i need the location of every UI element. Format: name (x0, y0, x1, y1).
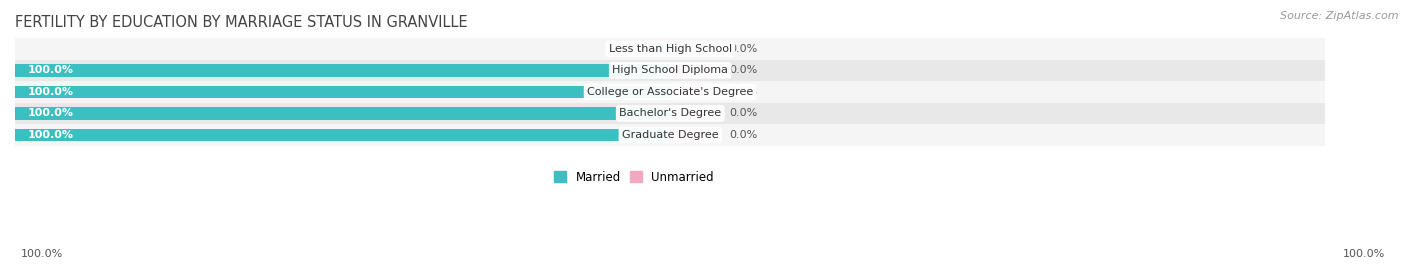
Bar (15, 38, 1326, 60)
Text: Graduate Degree: Graduate Degree (621, 130, 718, 140)
Bar (651, 43, 671, 55)
Legend: Married, Unmarried: Married, Unmarried (550, 166, 718, 188)
Bar (15, 64, 671, 77)
Text: 0.0%: 0.0% (730, 65, 758, 75)
Bar (671, 107, 716, 120)
Bar (15, 129, 671, 141)
Bar (15, 86, 671, 98)
Bar (671, 43, 716, 55)
Text: 100.0%: 100.0% (28, 130, 75, 140)
Text: 100.0%: 100.0% (1343, 249, 1385, 259)
Text: 0.0%: 0.0% (730, 130, 758, 140)
Text: 100.0%: 100.0% (28, 87, 75, 97)
Text: Less than High School: Less than High School (609, 44, 731, 54)
Text: 100.0%: 100.0% (28, 65, 75, 75)
Text: 100.0%: 100.0% (21, 249, 63, 259)
Bar (15, 124, 1326, 146)
Bar (671, 129, 716, 141)
Text: Bachelor's Degree: Bachelor's Degree (619, 109, 721, 119)
Bar (15, 81, 1326, 103)
Bar (15, 107, 671, 120)
Text: 0.0%: 0.0% (730, 109, 758, 119)
Text: College or Associate's Degree: College or Associate's Degree (588, 87, 754, 97)
Bar (671, 64, 716, 77)
Text: 100.0%: 100.0% (28, 109, 75, 119)
Text: FERTILITY BY EDUCATION BY MARRIAGE STATUS IN GRANVILLE: FERTILITY BY EDUCATION BY MARRIAGE STATU… (15, 15, 468, 30)
Text: 0.0%: 0.0% (730, 44, 758, 54)
Text: High School Diploma: High School Diploma (612, 65, 728, 75)
Text: 0.0%: 0.0% (609, 44, 637, 54)
Bar (15, 103, 1326, 124)
Bar (15, 60, 1326, 81)
Bar (671, 86, 716, 98)
Text: 0.0%: 0.0% (730, 87, 758, 97)
Text: Source: ZipAtlas.com: Source: ZipAtlas.com (1281, 11, 1399, 21)
